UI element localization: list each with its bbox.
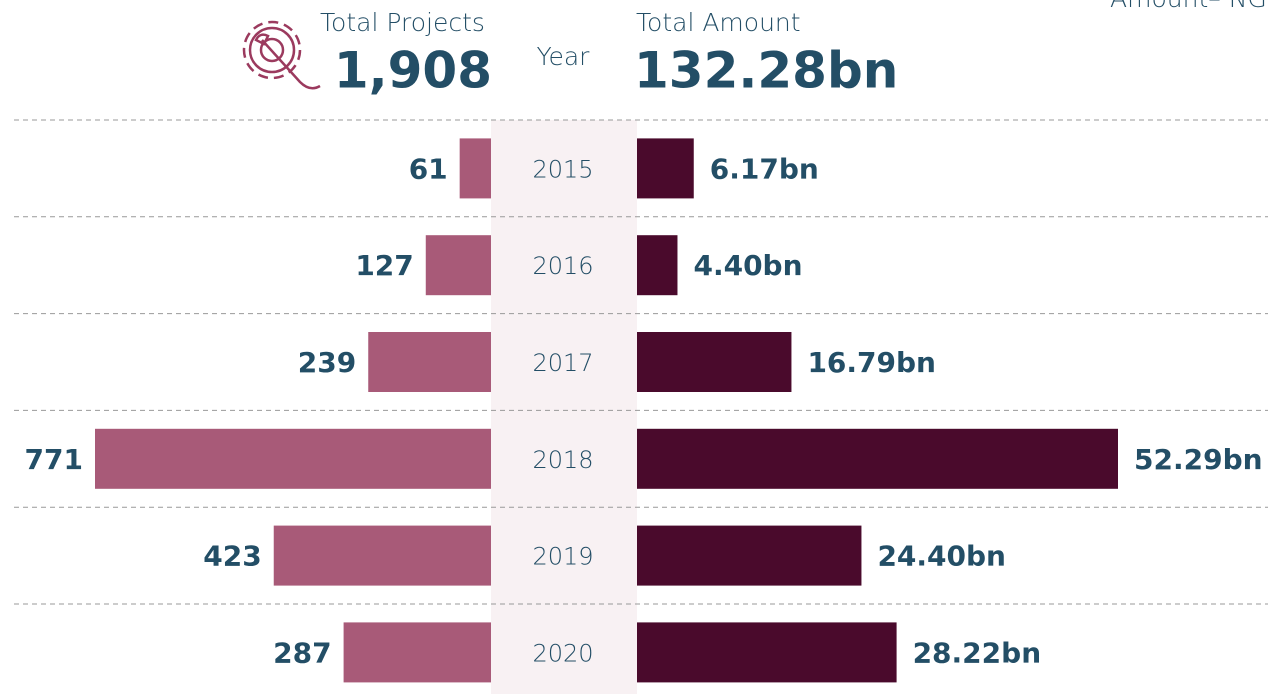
amount-value: 16.79bn	[807, 346, 936, 379]
amount-value: 24.40bn	[877, 540, 1006, 573]
projects-value: 287	[273, 636, 331, 669]
year-band	[491, 120, 637, 694]
year-label: 2015	[532, 155, 593, 183]
projects-value: 771	[25, 443, 83, 476]
year-label: 2016	[532, 252, 593, 280]
projects-bar	[343, 622, 491, 683]
projects-bar	[459, 138, 491, 199]
amount-header: Total Amount	[636, 8, 801, 37]
amount-bar	[637, 525, 862, 586]
year-label: 2019	[532, 543, 593, 571]
amount-bar	[637, 332, 792, 392]
projects-bar	[425, 235, 491, 296]
amount-bar	[637, 622, 897, 683]
year-header: Year	[537, 42, 591, 71]
amount-value: 28.22bn	[913, 636, 1042, 669]
projects-total: 1,908	[334, 42, 492, 100]
projects-value: 239	[298, 346, 356, 379]
year-label: 2018	[532, 446, 593, 474]
year-label: 2017	[532, 349, 593, 377]
projects-value: 61	[409, 152, 448, 185]
amount-value: 4.40bn	[693, 249, 802, 282]
projects-value: 127	[355, 249, 413, 282]
projects-bar	[368, 332, 491, 392]
unit-note: Amount– NGN	[1110, 0, 1268, 13]
amount-bar	[637, 138, 694, 199]
gear-icon	[242, 20, 321, 90]
amount-bar	[637, 428, 1118, 489]
amount-total: 132.28bn	[634, 42, 898, 100]
projects-header: Total Projects	[320, 8, 485, 37]
projects-bar	[273, 525, 491, 586]
amount-value: 52.29bn	[1134, 443, 1263, 476]
amount-bar	[637, 235, 678, 296]
year-label: 2020	[532, 639, 593, 667]
amount-value: 6.17bn	[710, 152, 819, 185]
projects-bar	[95, 428, 491, 489]
projects-value: 423	[203, 540, 261, 573]
